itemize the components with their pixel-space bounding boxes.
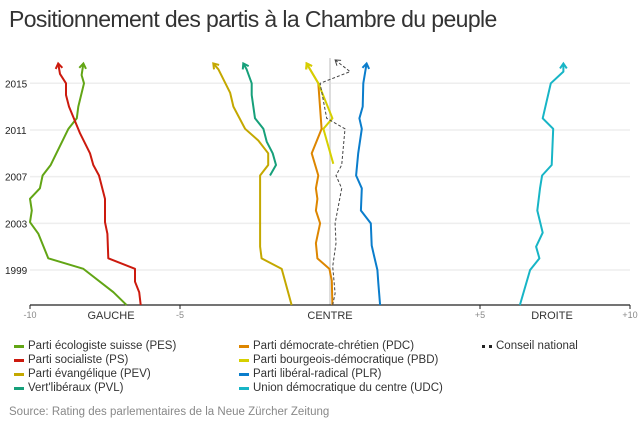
- legend-label: Parti bourgeois-démocratique (PBD): [253, 354, 439, 366]
- legend-label: Union démocratique du centre (UDC): [253, 382, 443, 394]
- x-tick-label: -5: [176, 310, 184, 320]
- legend-item: Union démocratique du centre (UDC): [239, 382, 443, 394]
- legend-swatch: [239, 372, 249, 376]
- legend-label: Parti démocrate-chrétien (PDC): [253, 340, 415, 352]
- x-zone-label: DROITE: [531, 310, 573, 322]
- legend-label: Parti écologiste suisse (PES): [28, 340, 177, 352]
- arrow-head-icon: [212, 62, 220, 70]
- chart-title: Positionnement des partis à la Chambre d…: [9, 6, 497, 32]
- x-tick-label: +5: [475, 310, 485, 320]
- legend-label: Conseil national: [496, 340, 578, 352]
- arrow-head-icon: [54, 61, 64, 70]
- x-tick-label: +10: [622, 310, 637, 320]
- legend-item: Parti écologiste suisse (PES): [14, 340, 176, 352]
- x-zone-label: CENTRE: [307, 310, 352, 322]
- legend-label: Parti évangélique (PEV): [28, 368, 151, 380]
- series-line-5: [305, 62, 335, 165]
- legend-item: Conseil national: [482, 340, 578, 352]
- series-line-2: [212, 62, 293, 306]
- legend-label: Vert'libéraux (PVL): [28, 382, 124, 394]
- arrow-head-icon: [241, 61, 250, 70]
- series-line-7: [518, 63, 565, 306]
- source-note: Source: Rating des parlementaires de la …: [9, 406, 330, 418]
- legend-item: Parti démocrate-chrétien (PDC): [239, 340, 414, 352]
- series-line-8: [319, 59, 351, 306]
- legend-swatch: [239, 344, 249, 348]
- y-tick-label: 2003: [5, 219, 28, 230]
- legend-label: Parti socialiste (PS): [28, 354, 129, 366]
- x-tick-label: -10: [23, 310, 36, 320]
- series-line-0: [29, 63, 128, 306]
- arrow-head-icon: [78, 61, 87, 70]
- legend-swatch: [14, 372, 24, 376]
- arrow-head-icon: [361, 61, 371, 70]
- legend-item: Parti libéral-radical (PLR): [239, 368, 381, 380]
- legend-swatch: [14, 344, 24, 348]
- series-line-4: [305, 62, 334, 306]
- y-tick-label: 2007: [5, 173, 28, 184]
- legend-item: Parti évangélique (PEV): [14, 368, 151, 380]
- x-zone-label: GAUCHE: [87, 310, 134, 322]
- arrow-head-icon: [334, 59, 342, 66]
- y-tick-label: 1999: [5, 266, 28, 277]
- series-line-3: [242, 62, 277, 176]
- series-line-1: [57, 63, 142, 306]
- legend-swatch: [239, 358, 249, 362]
- series-line-6: [355, 63, 382, 306]
- legend-swatch: [14, 358, 24, 362]
- legend-swatch: [482, 344, 492, 348]
- legend-item: Parti bourgeois-démocratique (PBD): [239, 354, 438, 366]
- y-tick-label: 2011: [5, 126, 27, 137]
- legend-item: Vert'libéraux (PVL): [14, 382, 124, 394]
- legend-item: Parti socialiste (PS): [14, 354, 128, 366]
- legend-swatch: [14, 386, 24, 390]
- legend-label: Parti libéral-radical (PLR): [253, 368, 382, 380]
- arrow-head-icon: [305, 61, 313, 70]
- legend-swatch: [239, 386, 249, 390]
- arrow-head-icon: [559, 61, 568, 69]
- y-tick-label: 2015: [5, 79, 28, 90]
